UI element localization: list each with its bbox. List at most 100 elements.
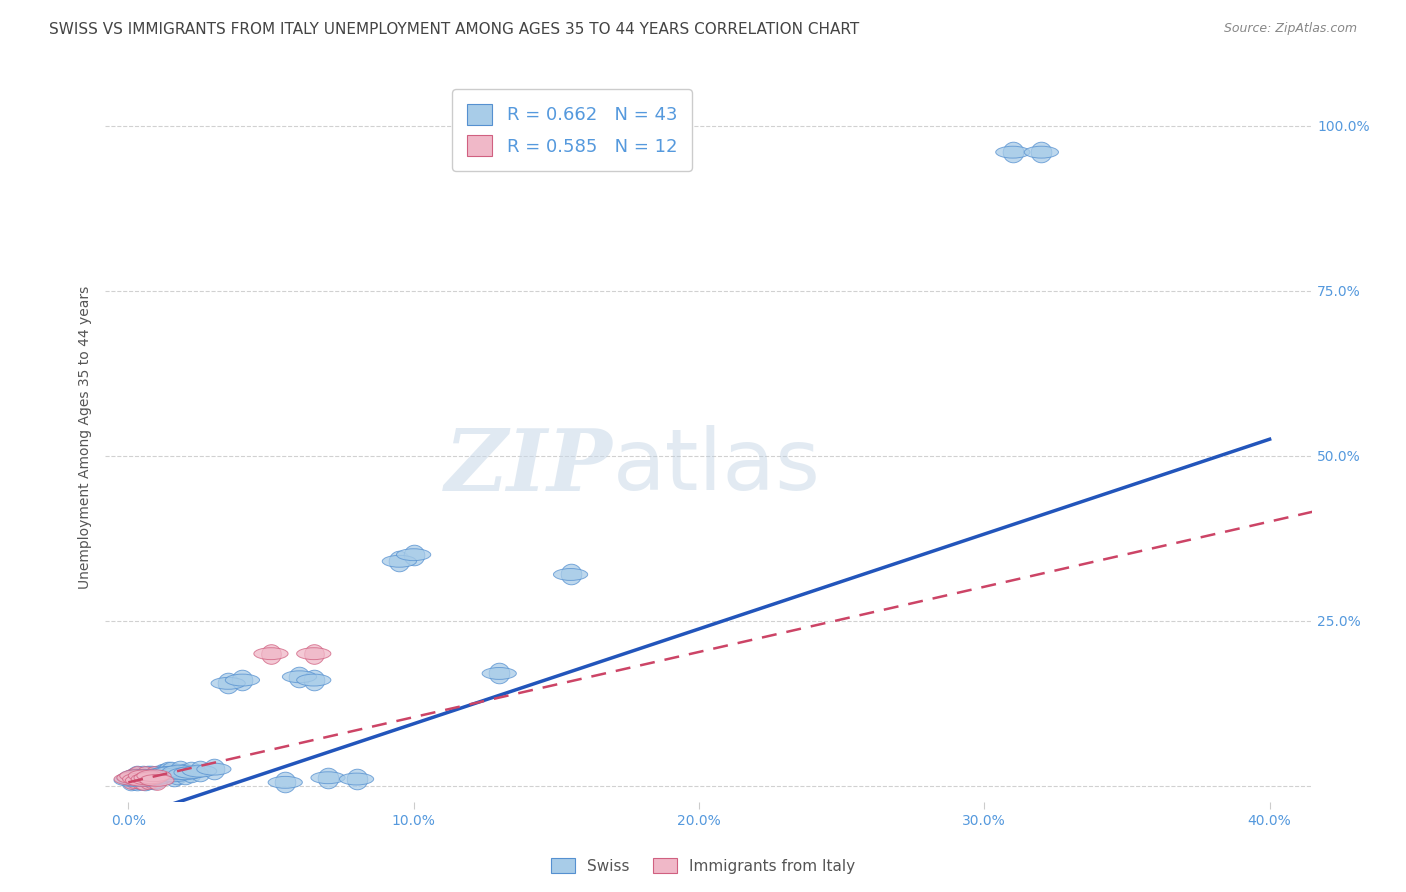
- Point: [125, 769, 148, 783]
- Ellipse shape: [131, 773, 166, 785]
- Ellipse shape: [145, 768, 180, 780]
- Ellipse shape: [125, 773, 160, 785]
- Point: [128, 772, 150, 786]
- Point: [174, 766, 197, 780]
- Point: [136, 769, 159, 783]
- Point: [163, 769, 186, 783]
- Point: [188, 764, 211, 778]
- Ellipse shape: [122, 773, 157, 785]
- Point: [260, 647, 283, 661]
- Ellipse shape: [339, 773, 374, 785]
- Point: [120, 773, 142, 788]
- Ellipse shape: [211, 677, 245, 690]
- Ellipse shape: [139, 774, 174, 786]
- Text: SWISS VS IMMIGRANTS FROM ITALY UNEMPLOYMENT AMONG AGES 35 TO 44 YEARS CORRELATIO: SWISS VS IMMIGRANTS FROM ITALY UNEMPLOYM…: [49, 22, 859, 37]
- Ellipse shape: [134, 772, 169, 784]
- Point: [131, 769, 153, 783]
- Ellipse shape: [148, 768, 183, 780]
- Point: [128, 772, 150, 786]
- Ellipse shape: [174, 766, 208, 779]
- Ellipse shape: [114, 773, 148, 785]
- Point: [1031, 145, 1053, 160]
- Ellipse shape: [120, 770, 155, 781]
- Ellipse shape: [136, 773, 172, 785]
- Point: [202, 762, 225, 776]
- Point: [136, 772, 159, 786]
- Point: [316, 771, 339, 785]
- Ellipse shape: [139, 772, 174, 784]
- Point: [146, 771, 169, 785]
- Point: [125, 773, 148, 788]
- Ellipse shape: [995, 146, 1031, 158]
- Point: [122, 771, 145, 785]
- Point: [125, 769, 148, 783]
- Ellipse shape: [122, 772, 157, 784]
- Point: [560, 567, 582, 582]
- Point: [388, 554, 411, 568]
- Point: [1001, 145, 1024, 160]
- Ellipse shape: [134, 772, 169, 784]
- Point: [149, 769, 172, 783]
- Ellipse shape: [134, 770, 169, 781]
- Point: [146, 773, 169, 788]
- Point: [134, 773, 156, 788]
- Point: [122, 771, 145, 785]
- Ellipse shape: [254, 648, 288, 659]
- Point: [488, 666, 510, 681]
- Point: [136, 772, 159, 786]
- Point: [288, 670, 311, 684]
- Point: [131, 772, 153, 786]
- Point: [302, 647, 325, 661]
- Ellipse shape: [197, 764, 231, 775]
- Ellipse shape: [183, 765, 217, 777]
- Ellipse shape: [120, 770, 155, 781]
- Point: [128, 771, 150, 785]
- Point: [160, 765, 183, 780]
- Legend: Swiss, Immigrants from Italy: Swiss, Immigrants from Italy: [544, 852, 862, 880]
- Ellipse shape: [117, 772, 150, 784]
- Ellipse shape: [125, 774, 160, 786]
- Point: [143, 772, 166, 786]
- Ellipse shape: [122, 773, 157, 785]
- Ellipse shape: [482, 667, 516, 680]
- Point: [131, 773, 153, 788]
- Ellipse shape: [114, 774, 148, 786]
- Ellipse shape: [554, 568, 588, 581]
- Ellipse shape: [139, 770, 174, 781]
- Ellipse shape: [225, 674, 260, 686]
- Ellipse shape: [125, 770, 160, 781]
- Point: [139, 771, 162, 785]
- Point: [146, 769, 169, 783]
- Point: [402, 548, 425, 562]
- Ellipse shape: [136, 770, 172, 781]
- Point: [180, 765, 202, 780]
- Point: [139, 771, 162, 785]
- Ellipse shape: [117, 773, 150, 785]
- Ellipse shape: [128, 774, 163, 786]
- Ellipse shape: [297, 648, 330, 659]
- Ellipse shape: [150, 766, 186, 779]
- Ellipse shape: [297, 674, 330, 686]
- Text: ZIP: ZIP: [444, 425, 613, 508]
- Point: [274, 775, 297, 789]
- Point: [122, 772, 145, 786]
- Text: atlas: atlas: [613, 425, 820, 508]
- Point: [139, 769, 162, 783]
- Point: [155, 766, 177, 780]
- Point: [231, 673, 253, 687]
- Point: [157, 765, 180, 780]
- Point: [134, 771, 156, 785]
- Ellipse shape: [157, 770, 191, 781]
- Ellipse shape: [382, 556, 416, 567]
- Point: [143, 769, 166, 783]
- Point: [166, 766, 188, 780]
- Text: Source: ZipAtlas.com: Source: ZipAtlas.com: [1223, 22, 1357, 36]
- Ellipse shape: [160, 768, 194, 780]
- Ellipse shape: [117, 772, 150, 784]
- Ellipse shape: [1024, 146, 1059, 158]
- Ellipse shape: [311, 772, 344, 784]
- Point: [302, 673, 325, 687]
- Ellipse shape: [169, 768, 202, 780]
- Point: [217, 676, 239, 690]
- Point: [346, 772, 368, 786]
